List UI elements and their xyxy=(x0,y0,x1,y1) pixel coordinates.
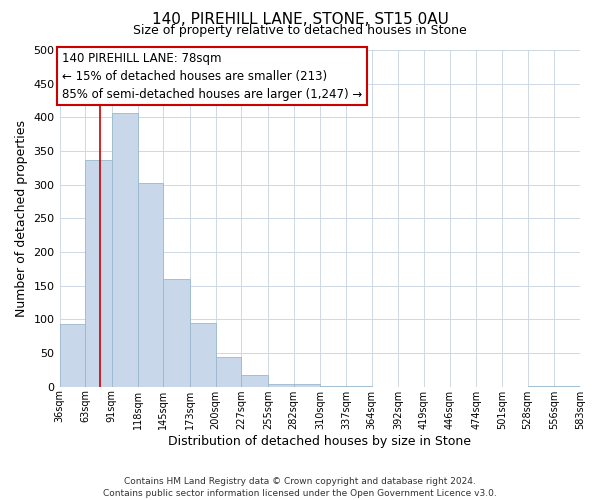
Y-axis label: Number of detached properties: Number of detached properties xyxy=(15,120,28,317)
Bar xyxy=(85,160,112,386)
Bar xyxy=(163,279,190,386)
Bar xyxy=(215,357,241,386)
Bar xyxy=(241,374,268,386)
Text: 140, PIREHILL LANE, STONE, ST15 0AU: 140, PIREHILL LANE, STONE, ST15 0AU xyxy=(152,12,448,28)
Bar xyxy=(190,322,215,386)
X-axis label: Distribution of detached houses by size in Stone: Distribution of detached houses by size … xyxy=(168,434,471,448)
Text: Contains HM Land Registry data © Crown copyright and database right 2024.
Contai: Contains HM Land Registry data © Crown c… xyxy=(103,476,497,498)
Bar xyxy=(293,384,320,386)
Bar xyxy=(137,182,163,386)
Bar xyxy=(59,324,85,386)
Bar xyxy=(112,112,137,386)
Bar xyxy=(268,384,293,386)
Text: Size of property relative to detached houses in Stone: Size of property relative to detached ho… xyxy=(133,24,467,37)
Text: 140 PIREHILL LANE: 78sqm
← 15% of detached houses are smaller (213)
85% of semi-: 140 PIREHILL LANE: 78sqm ← 15% of detach… xyxy=(62,52,362,100)
